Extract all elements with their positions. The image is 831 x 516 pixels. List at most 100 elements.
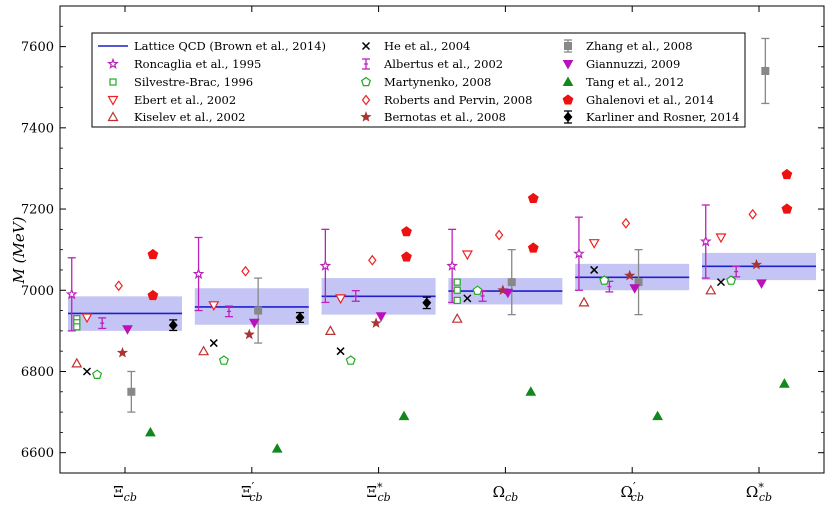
mark-he-et-al-2004-2 xyxy=(336,347,345,356)
legend-label-roberts: Roberts and Pervin, 2008 xyxy=(384,93,532,107)
mark-bernotas-et-al-2008-3 xyxy=(497,284,509,295)
x-tick-label-0: Ξcb xyxy=(113,483,137,504)
legend: Lattice QCD (Brown et al., 2014) Roncagl… xyxy=(91,32,746,128)
legend-item-roberts: Roberts and Pervin, 2008 xyxy=(361,93,532,107)
x-tick-label-5: Ω* cb xyxy=(746,481,772,504)
legend-label-karliner: Karliner and Rosner, 2014 xyxy=(586,110,739,124)
mark-roncaglia-et-al-1995-0 xyxy=(65,257,78,332)
legend-label-bernotas: Bernotas et al., 2008 xyxy=(384,110,506,124)
mark-giannuzzi-2009-1 xyxy=(248,318,260,329)
mark-he-et-al-2004-5 xyxy=(716,278,725,287)
mark-tang-et-al-2012-1 xyxy=(271,443,283,453)
mark-roberts-and-pervin-2008-5 xyxy=(748,208,757,220)
mark-bernotas-et-al-2008-4 xyxy=(624,269,636,281)
mark-giannuzzi-2009-0 xyxy=(122,325,133,335)
mark-roberts-and-pervin-2008-2 xyxy=(368,254,377,266)
legend-item-ebert: Ebert et al., 2002 xyxy=(107,93,236,107)
legend-item-kiselev: Kiselev et al., 2002 xyxy=(107,110,245,124)
mark-ebert-et-al-2002-0 xyxy=(81,313,93,324)
mark-roncaglia-et-al-1995-1 xyxy=(192,236,205,312)
mark-ebert-et-al-2002-4 xyxy=(588,239,600,249)
legend-marker-square-open xyxy=(109,78,117,86)
mark-ebert-et-al-2002-3 xyxy=(461,250,473,261)
mark-ghalenovi-et-al-2014-0-0 xyxy=(147,248,159,260)
mark-he-et-al-2004-3 xyxy=(463,294,472,303)
legend-label-ghalenovi: Ghalenovi et al., 2014 xyxy=(586,93,714,107)
legend-marker-errbar xyxy=(362,58,370,70)
mark-ghalenovi-et-al-2014-0-1 xyxy=(147,289,159,301)
x-axis-ticks: Ξcb Ξ′ cb Ξ* cb Ωcb Ω′ cb Ω* cb xyxy=(113,6,772,504)
mark-tang-et-al-2012-3 xyxy=(525,386,537,396)
legend-marker-x xyxy=(361,41,371,51)
mark-kiselev-et-al-2002-4 xyxy=(578,296,590,307)
legend-item-giannuzzi: Giannuzzi, 2009 xyxy=(562,57,680,71)
mark-kiselev-et-al-2002-1 xyxy=(198,345,210,356)
legend-marker-diamond-open xyxy=(361,94,371,106)
mark-tang-et-al-2012-0 xyxy=(145,426,156,437)
legend-item-roncaglia: Roncaglia et al., 1995 xyxy=(107,57,261,71)
mark-martynenko-2008-1 xyxy=(218,355,229,365)
mark-roncaglia-et-al-1995-4 xyxy=(573,216,585,291)
mark-giannuzzi-2009-2 xyxy=(375,312,387,322)
mark-ghalenovi-et-al-2014-2-0 xyxy=(401,226,412,237)
mark-bernotas-et-al-2008-1 xyxy=(243,328,255,340)
x-tick-label-4: Ω′ cb xyxy=(621,480,644,504)
x-tick-label-1: Ξ′ cb xyxy=(241,480,262,504)
legend-item-bernotas: Bernotas et al., 2008 xyxy=(360,110,506,124)
mark-ghalenovi-et-al-2014-3-0 xyxy=(527,192,539,203)
y-tick-label-7600: 7600 xyxy=(21,40,54,55)
mark-martynenko-2008-5 xyxy=(726,275,737,285)
y-tick-label-6600: 6600 xyxy=(21,446,54,461)
mark-he-et-al-2004-4 xyxy=(590,265,599,274)
legend-label-albertus: Albertus et al., 2002 xyxy=(383,57,503,71)
mark-tang-et-al-2012-2 xyxy=(398,410,410,421)
legend-item-ghalenovi: Ghalenovi et al., 2014 xyxy=(562,93,714,107)
legend-marker-tri-up-open xyxy=(107,111,119,122)
legend-marker-star-open xyxy=(107,57,119,69)
mark-bernotas-et-al-2008-5 xyxy=(750,258,763,270)
y-tick-label-7200: 7200 xyxy=(21,203,54,218)
mark-martynenko-2008-2 xyxy=(345,355,356,365)
mark-tang-et-al-2012-5 xyxy=(779,378,790,388)
mark-silvestre-brac-1996-0-2 xyxy=(73,323,81,331)
mark-albertus-et-al-2002-5 xyxy=(732,265,741,278)
mark-ebert-et-al-2002-5 xyxy=(715,233,727,244)
legend-marker-pentagon-open xyxy=(360,76,372,87)
y-tick-label-7000: 7000 xyxy=(21,284,54,299)
mark-giannuzzi-2009-3 xyxy=(502,288,514,299)
mark-he-et-al-2004-0 xyxy=(82,367,91,376)
mark-albertus-et-al-2002-0 xyxy=(98,317,107,330)
y-axis-label: M (MeV) xyxy=(10,216,28,284)
legend-item-he: He et al., 2004 xyxy=(361,39,470,53)
plot-frame xyxy=(59,5,825,474)
mark-karliner-and-rosner-2014-2 xyxy=(422,296,432,310)
legend-item-tang: Tang et al., 2012 xyxy=(562,75,684,89)
mark-martynenko-2008-4 xyxy=(599,275,610,285)
mark-ghalenovi-et-al-2014-5-1 xyxy=(781,203,793,214)
mark-zhang-et-al-2008-1 xyxy=(254,277,263,344)
legend-label-kiselev: Kiselev et al., 2002 xyxy=(134,110,245,124)
mark-karliner-and-rosner-2014-0 xyxy=(168,319,178,332)
legend-marker-diamond-err xyxy=(563,110,573,124)
mark-ghalenovi-et-al-2014-5-0 xyxy=(781,168,793,180)
mark-martynenko-2008-0 xyxy=(92,369,103,379)
legend-item-zhang: Zhang et al., 2008 xyxy=(564,39,693,53)
legend-label-roncaglia: Roncaglia et al., 1995 xyxy=(134,57,261,71)
legend-item-martynenko: Martynenko, 2008 xyxy=(360,75,491,89)
mark-zhang-et-al-2008-3 xyxy=(507,249,516,316)
legend-label-tang: Tang et al., 2012 xyxy=(586,75,684,89)
mark-kiselev-et-al-2002-2 xyxy=(324,325,336,335)
mark-roberts-and-pervin-2008-3 xyxy=(494,229,504,241)
mark-roberts-and-pervin-2008-0 xyxy=(114,280,123,292)
mark-zhang-et-al-2008-4 xyxy=(634,249,643,316)
mark-silvestre-brac-1996-3-2 xyxy=(453,296,461,305)
mark-kiselev-et-al-2002-0 xyxy=(71,357,83,368)
mark-albertus-et-al-2002-2 xyxy=(351,290,360,302)
mark-silvestre-brac-1996-3-0 xyxy=(453,278,461,286)
data-marks xyxy=(65,37,793,453)
x-tick-label-2: Ξ* cb xyxy=(366,481,390,504)
y-tick-label-6800: 6800 xyxy=(21,365,54,380)
lattice-bands xyxy=(68,252,816,331)
legend-label-silvestre: Silvestre-Brac, 1996 xyxy=(134,75,253,89)
